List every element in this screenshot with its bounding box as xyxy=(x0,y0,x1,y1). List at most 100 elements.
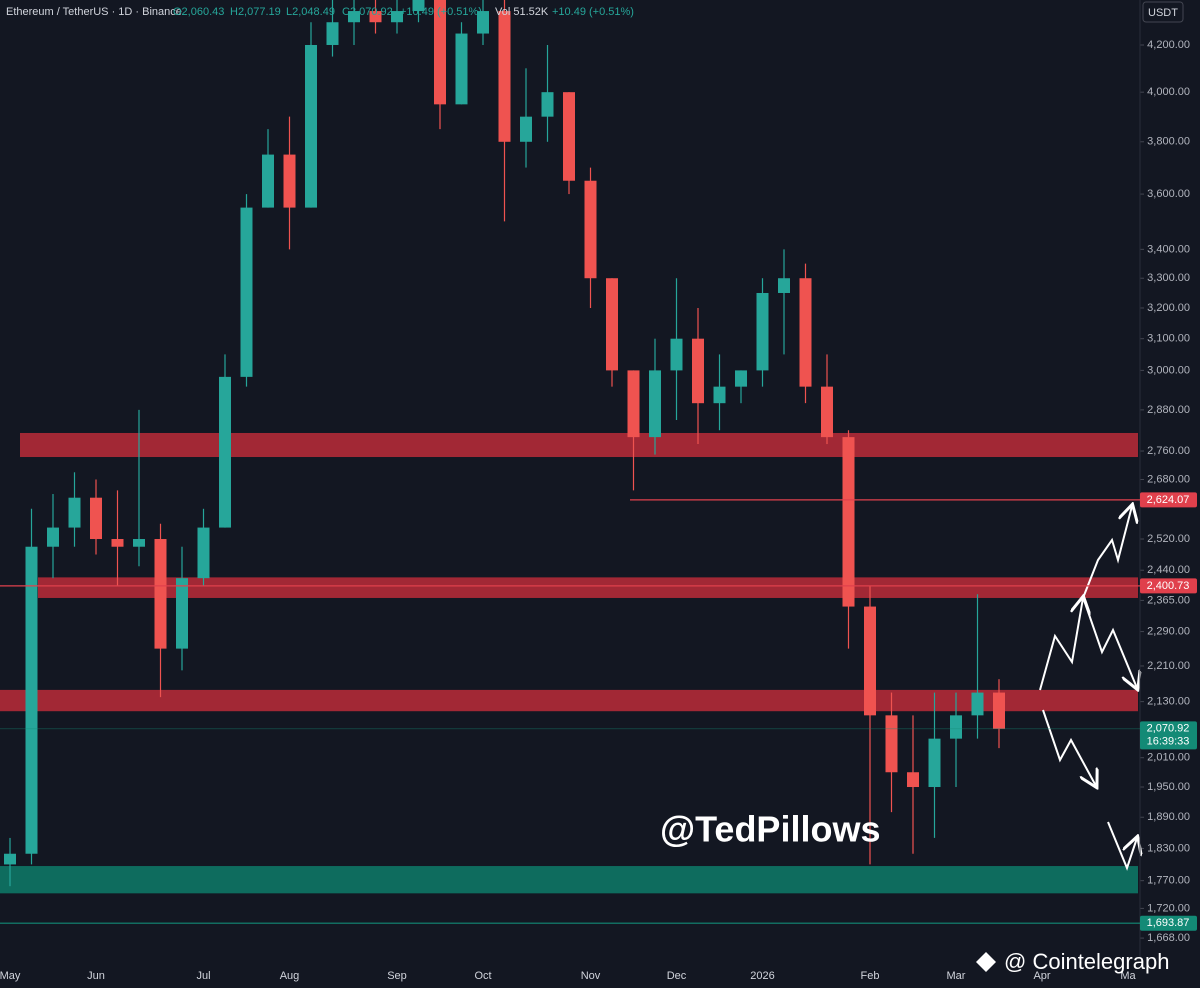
y-tick-label: 1,950.00 xyxy=(1147,781,1190,793)
ohlc: L2,048.49 xyxy=(286,6,335,18)
candle-body xyxy=(928,738,941,788)
candle-body xyxy=(111,539,124,547)
candle-body xyxy=(262,154,274,208)
candle-body xyxy=(971,692,984,716)
candle-body xyxy=(799,278,812,387)
y-tick-label: 2,210.00 xyxy=(1147,660,1190,672)
price-tag xyxy=(1140,492,1197,508)
zone xyxy=(0,866,1138,894)
candle-body xyxy=(391,11,403,23)
candle-body xyxy=(176,578,188,649)
candle-body xyxy=(520,116,532,142)
candle-body xyxy=(778,278,790,293)
y-tick-label: 1,830.00 xyxy=(1147,842,1190,854)
candle-body xyxy=(197,527,210,579)
y-tick-label: 2,010.00 xyxy=(1147,752,1190,764)
y-tick-label: 3,000.00 xyxy=(1147,364,1190,376)
candle-body xyxy=(541,92,554,117)
y-tick-label: 2,680.00 xyxy=(1147,473,1190,485)
candle-body xyxy=(348,11,360,23)
candle-body xyxy=(670,338,683,371)
y-tick-label: 2,880.00 xyxy=(1147,404,1190,416)
x-tick-label: Dec xyxy=(667,970,687,982)
y-tick-label: 1,770.00 xyxy=(1147,875,1190,887)
price-tag-label: 2,624.07 xyxy=(1147,494,1190,506)
y-tick-label: 1,890.00 xyxy=(1147,811,1190,823)
price-tag-label: 2,400.73 xyxy=(1147,580,1190,592)
ohlc: H2,077.19 xyxy=(230,6,281,18)
candle-body xyxy=(477,11,489,34)
candle-body xyxy=(133,539,145,547)
candle-body xyxy=(498,11,511,142)
y-tick-label: 2,290.00 xyxy=(1147,625,1190,637)
candle-body xyxy=(821,386,833,438)
candle-body xyxy=(649,370,661,438)
arrow xyxy=(1082,506,1132,599)
x-tick-label: Oct xyxy=(474,970,491,982)
y-tick-label: 2,760.00 xyxy=(1147,445,1190,457)
x-tick-label: Sep xyxy=(387,970,407,982)
candle-body xyxy=(4,853,16,865)
candle-body xyxy=(584,180,597,279)
y-tick-label: 3,200.00 xyxy=(1147,302,1190,314)
candle-body xyxy=(885,715,898,773)
x-tick-label: Mar xyxy=(947,970,966,982)
candle-body xyxy=(756,292,769,371)
candle-body xyxy=(950,715,962,739)
x-tick-label: Apr xyxy=(1033,970,1050,982)
volume: Vol 51.52K xyxy=(495,6,549,18)
zone xyxy=(38,577,1138,598)
candle-body xyxy=(240,207,253,377)
zone xyxy=(20,432,1138,458)
candle-body xyxy=(907,772,919,788)
x-tick-label: Aug xyxy=(280,970,300,982)
y-tick-label: 2,365.00 xyxy=(1147,594,1190,606)
source-logo xyxy=(976,952,996,972)
y-tick-label: 3,100.00 xyxy=(1147,333,1190,345)
y-tick-label: 2,130.00 xyxy=(1147,696,1190,708)
change: +10.49 (+0.51%) xyxy=(400,6,482,18)
candle-body xyxy=(563,92,575,181)
zone xyxy=(0,689,1138,712)
price-tag xyxy=(1140,578,1197,594)
y-tick-label: 1,720.00 xyxy=(1147,902,1190,914)
y-tick-label: 3,300.00 xyxy=(1147,272,1190,284)
candle-body xyxy=(606,278,618,371)
price-tag xyxy=(1140,915,1197,931)
x-tick-label: Ma xyxy=(1120,970,1136,982)
candle-body xyxy=(154,539,167,649)
candle-body xyxy=(369,11,382,23)
y-tick-label: 2,440.00 xyxy=(1147,564,1190,576)
candle-body xyxy=(455,33,468,105)
currency[interactable]: USDT xyxy=(1148,7,1178,19)
ohlc: C2,070.92 xyxy=(342,6,393,18)
y-tick-label: 4,200.00 xyxy=(1147,39,1190,51)
arrow xyxy=(1042,709,1096,786)
x-tick-label: 2026 xyxy=(750,970,774,982)
arrow xyxy=(1107,821,1137,871)
scenario-arrows xyxy=(1039,506,1137,871)
y-tick-label: 4,000.00 xyxy=(1147,86,1190,98)
y-tick-label: 1,668.00 xyxy=(1147,932,1190,944)
source: @ Cointelegraph xyxy=(1004,949,1169,974)
x-tick-label: Jun xyxy=(87,970,105,982)
price-tag-label: 2,070.92 xyxy=(1147,723,1190,735)
candle-body xyxy=(842,437,855,607)
countdown: 16:39:33 xyxy=(1147,736,1190,748)
currency-button[interactable] xyxy=(1142,1,1184,23)
candle-body xyxy=(692,338,704,404)
candle-body xyxy=(412,0,425,12)
y-tick-label: 3,800.00 xyxy=(1147,136,1190,148)
price-tag-label: 1,693.87 xyxy=(1147,917,1190,929)
price-tag xyxy=(1140,721,1197,750)
x-tick-label: Jul xyxy=(196,970,210,982)
watermark: @TedPillows xyxy=(660,809,880,850)
y-tick-label: 2,520.00 xyxy=(1147,533,1190,545)
candle-body xyxy=(993,692,1005,729)
candle-body xyxy=(326,22,339,45)
candle-body xyxy=(735,370,747,387)
arrow xyxy=(1039,598,1083,691)
